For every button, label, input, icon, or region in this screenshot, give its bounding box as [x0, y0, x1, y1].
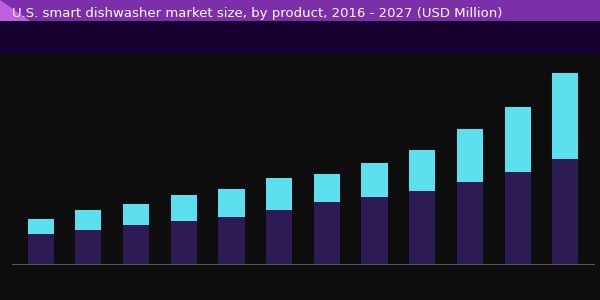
Bar: [28, 219, 54, 234]
Bar: [361, 163, 388, 197]
Bar: [457, 182, 483, 264]
Polygon shape: [0, 0, 30, 21]
Bar: [266, 178, 292, 210]
Bar: [409, 150, 436, 191]
Bar: [505, 107, 531, 172]
Bar: [218, 189, 245, 217]
Legend: Freestanding, Built-in: Freestanding, Built-in: [211, 297, 395, 300]
Bar: [409, 191, 436, 264]
Bar: [28, 234, 54, 264]
Bar: [218, 217, 245, 264]
Bar: [361, 197, 388, 264]
Bar: [552, 73, 578, 159]
Bar: [123, 225, 149, 264]
Bar: [266, 210, 292, 264]
Bar: [170, 195, 197, 221]
Bar: [457, 129, 483, 182]
Bar: [123, 204, 149, 225]
Bar: [552, 159, 578, 264]
Bar: [314, 202, 340, 264]
Bar: [75, 210, 101, 230]
Bar: [314, 174, 340, 202]
Bar: [505, 172, 531, 264]
Bar: [75, 230, 101, 264]
Bar: [170, 221, 197, 264]
Text: U.S. smart dishwasher market size, by product, 2016 - 2027 (USD Million): U.S. smart dishwasher market size, by pr…: [12, 8, 502, 20]
